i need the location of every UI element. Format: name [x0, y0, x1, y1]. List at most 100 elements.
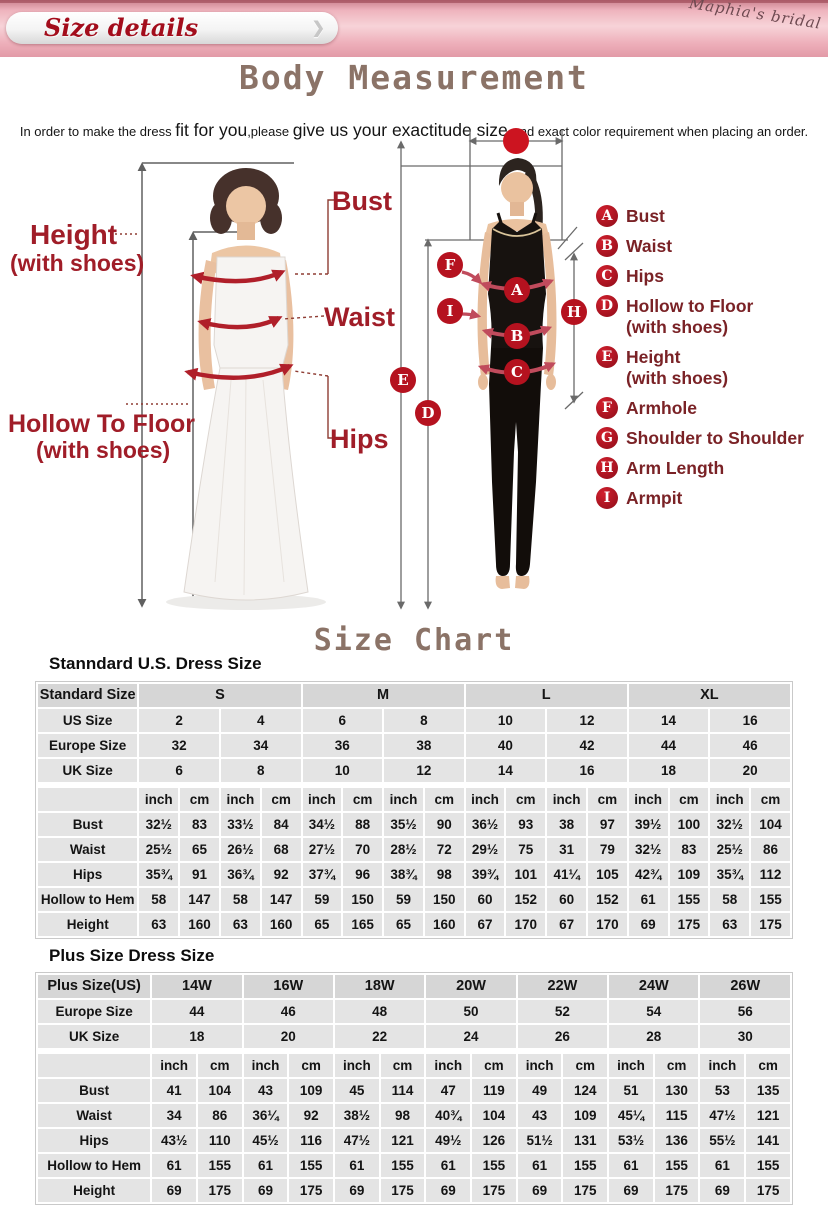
table-cell: 93	[506, 813, 546, 836]
table-cell: 61	[700, 1154, 745, 1177]
table-cell: 18W	[334, 975, 425, 998]
table-section-gap	[38, 784, 790, 786]
legend-letter-badge: A	[596, 205, 618, 227]
table-cell: 104	[197, 1079, 242, 1102]
row-label: Height	[38, 913, 138, 936]
table-cell: 152	[587, 888, 627, 911]
table-cell: cm	[751, 788, 790, 811]
table-cell: XL	[628, 684, 790, 707]
row-label: Bust	[38, 813, 138, 836]
table-cell: 33½	[220, 813, 260, 836]
table-cell: 61	[609, 1154, 653, 1177]
table-cell: 109	[563, 1104, 608, 1127]
table-cell: 175	[746, 1179, 790, 1202]
table-cell: 63	[220, 913, 260, 936]
row-label: Height	[38, 1179, 151, 1202]
table-cell: 54	[609, 1000, 699, 1023]
table-cell: 44	[628, 734, 709, 757]
table-cell: 116	[289, 1129, 333, 1152]
table-cell: cm	[380, 1054, 425, 1077]
table-cell: 45¼	[609, 1104, 653, 1127]
point-a: A	[510, 281, 523, 299]
legend-letter-badge: H	[596, 457, 618, 479]
table-cell: 10	[465, 709, 546, 732]
standard-size-table: Standard Size S M L XL US Size 2 4 6 8 10 12 14 16 Eur…	[35, 681, 793, 939]
standard-size-table-grid: Standard Size S M L XL US Size 2 4 6 8 10 12 14 16 Eur…	[36, 682, 792, 938]
table-row: Waist 25½ 65 26½ 68 27½ 70 28½ 72 29½ 75 31 79 32½ 83 2…	[38, 838, 790, 861]
table-cell: 20W	[426, 975, 516, 998]
table-cell: 155	[654, 1154, 699, 1177]
table-row: Height 69 175 69 175 69 175 69 175 69 175 69 175 69 17…	[38, 1179, 790, 1202]
table-cell: 69	[243, 1179, 288, 1202]
table-cell: 25½	[710, 838, 750, 861]
point-i: I	[446, 302, 453, 320]
table-cell: 2	[139, 709, 219, 732]
intro-seg: and exact color requirement when placing…	[512, 124, 809, 139]
table-cell: 58	[139, 888, 179, 911]
table-cell: 48	[334, 1000, 425, 1023]
table-cell: 69	[700, 1179, 745, 1202]
table-cell: 16W	[243, 975, 333, 998]
table-cell: 43½	[152, 1129, 196, 1152]
table-cell: 8	[220, 759, 301, 782]
table-cell: 101	[506, 863, 546, 886]
row-label: Plus Size(US)	[38, 975, 151, 998]
table-cell: 104	[472, 1104, 516, 1127]
legend-label-sub: (with shoes)	[626, 368, 729, 388]
table-cell: 47½	[700, 1104, 745, 1127]
table-cell: 86	[751, 838, 790, 861]
legend-label: Waist	[626, 236, 673, 256]
legend-label: Hips	[626, 266, 664, 286]
legend-label: Arm Length	[626, 458, 725, 478]
legend-label: Hollow to Floor (with shoes)	[626, 296, 754, 337]
body-measurement-title: Body Measurement	[239, 58, 589, 97]
table-cell: 47	[426, 1079, 471, 1102]
table-cell: 88	[343, 813, 383, 836]
table-row: Height 63 160 63 160 65 165 65 160 67 170 67 170 69 17…	[38, 913, 790, 936]
table-cell: 86	[197, 1104, 242, 1127]
table-cell: cm	[654, 1054, 699, 1077]
brand-script: Maphia's bridal	[688, 0, 823, 33]
table-cell: 42¾	[628, 863, 668, 886]
table-cell: 92	[289, 1104, 333, 1127]
table-cell: inch	[302, 788, 342, 811]
table-cell: 68	[261, 838, 301, 861]
table-cell: 38	[547, 813, 586, 836]
table-row: Hips 35¾ 91 36¾ 92 37¾ 96 38¾ 98 39¾ 101 41¼ 105 42¾ 1…	[38, 863, 790, 886]
table-cell: 61	[628, 888, 668, 911]
model-illustration	[477, 158, 557, 589]
table-cell: inch	[628, 788, 668, 811]
measurement-point-badges: A B C F I H E D	[390, 252, 587, 426]
table-cell: 155	[380, 1154, 425, 1177]
table-cell: 32½	[710, 813, 750, 836]
header-ribbon-bar: Size details ❯ Maphia's bridal	[0, 0, 828, 57]
legend-item: D Hollow to Floor (with shoes)	[596, 295, 828, 338]
table-cell: inch	[465, 788, 505, 811]
row-label: UK Size	[38, 1025, 151, 1048]
table-cell: inch	[517, 1054, 562, 1077]
bride-illustration	[166, 168, 326, 610]
table-cell: 35¾	[710, 863, 750, 886]
table-cell: 112	[751, 863, 790, 886]
table-cell: 8	[384, 709, 464, 732]
table-cell: 69	[334, 1179, 379, 1202]
table-cell: 175	[472, 1179, 516, 1202]
table-row: Europe Size 44 46 48 50 52 54 56	[38, 1000, 790, 1023]
table-cell: 30	[700, 1025, 790, 1048]
table-cell: 53½	[609, 1129, 653, 1152]
table-cell: 35¾	[139, 863, 179, 886]
table-cell: 130	[654, 1079, 699, 1102]
intro-text: In order to make the dress fit for you,p…	[0, 120, 828, 141]
table-cell: 155	[197, 1154, 242, 1177]
table-cell: 150	[343, 888, 383, 911]
table-cell: 44	[152, 1000, 242, 1023]
legend-item: C Hips	[596, 265, 828, 287]
table-cell: 60	[547, 888, 586, 911]
table-cell: 61	[334, 1154, 379, 1177]
table-row: inch cm inch cm inch cm inch cm inch cm inch cm inch…	[38, 1054, 790, 1077]
table-cell: cm	[261, 788, 301, 811]
table-cell: 61	[426, 1154, 471, 1177]
table-cell: L	[465, 684, 627, 707]
legend-letter-badge: B	[596, 235, 618, 257]
leader-lines	[110, 199, 340, 439]
